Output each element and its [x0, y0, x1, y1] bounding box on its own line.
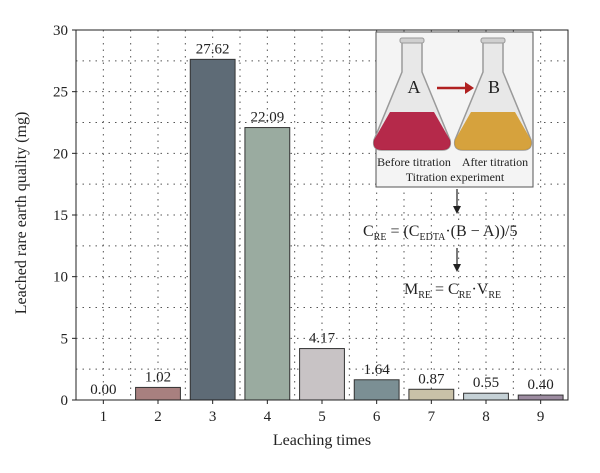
y-tick-label: 15 [53, 208, 68, 224]
bar [244, 127, 291, 401]
x-axis-title: Leaching times [273, 432, 371, 449]
bar-value-label: 0.00 [90, 382, 116, 398]
flask-a-image [372, 37, 452, 151]
bar-value-label: 0.87 [418, 371, 445, 387]
bar-value-label: 22.09 [250, 110, 284, 126]
bar [135, 386, 181, 401]
bars [135, 58, 564, 401]
x-tick-label: 9 [537, 409, 545, 425]
y-tick-label: 5 [61, 331, 69, 347]
y-axis-title: Leached rare earth quality (mg) [13, 112, 30, 315]
bar [408, 388, 455, 401]
flask-b-image [453, 37, 533, 151]
bar [463, 392, 509, 401]
y-tick-label: 0 [61, 393, 69, 409]
m-re-formula: MRE = CRE·VRE [404, 281, 501, 301]
titration-experiment-caption: Titration experiment [406, 170, 505, 184]
bar [189, 58, 236, 401]
x-tick-label: 1 [100, 409, 108, 425]
titration-inset: A B Before titration After titration Tit… [372, 31, 534, 188]
arrow-icon [437, 82, 474, 94]
c-re-formula: CRE = (CEDTA·(B − A))/5 [363, 223, 517, 243]
bar-value-label: 1.02 [145, 369, 171, 385]
x-tick-label: 4 [264, 409, 272, 425]
x-axis-ticks: 1 2 3 4 5 6 7 8 9 [100, 400, 545, 425]
y-tick-label: 30 [53, 23, 68, 39]
x-tick-label: 3 [209, 409, 217, 425]
y-tick-label: 20 [53, 146, 68, 162]
flask-a-label: A [408, 77, 421, 97]
x-tick-label: 6 [373, 409, 381, 425]
x-tick-label: 7 [428, 409, 436, 425]
bar [353, 379, 400, 401]
data-labels: 0.00 1.02 27.62 22.09 4.17 1.64 0.87 0.55 0.40 [90, 41, 554, 398]
bar-value-label: 27.62 [196, 41, 230, 57]
bar-value-label: 1.64 [364, 362, 391, 378]
y-tick-label: 25 [53, 85, 68, 101]
bar-value-label: 0.55 [473, 375, 499, 391]
x-tick-label: 8 [482, 409, 490, 425]
y-tick-label: 10 [53, 270, 68, 286]
flask-b-label: B [488, 77, 500, 97]
before-titration-caption: Before titration [377, 155, 451, 169]
x-tick-label: 5 [318, 409, 326, 425]
bar-value-label: 4.17 [309, 331, 336, 347]
down-arrow-icon [453, 248, 461, 272]
y-axis-ticks: 0 5 10 15 20 25 30 [53, 23, 76, 409]
down-arrow-icon [453, 189, 461, 214]
x-tick-label: 2 [154, 409, 162, 425]
after-titration-caption: After titration [462, 155, 528, 169]
bar-value-label: 0.40 [528, 377, 554, 393]
bar [517, 394, 564, 401]
bar [299, 348, 345, 401]
